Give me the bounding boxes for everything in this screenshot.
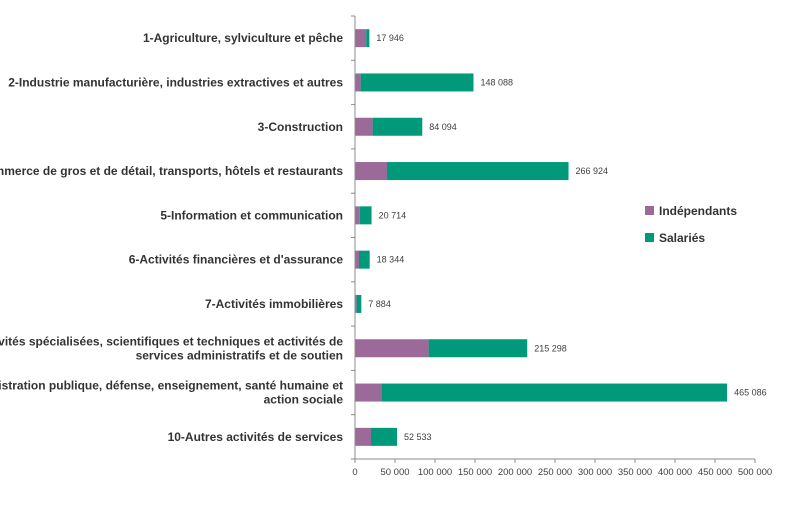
- bar-independants-3: [355, 117, 373, 136]
- x-tick-label: 250 000: [538, 467, 572, 478]
- x-tick-label: 100 000: [418, 467, 452, 478]
- x-tick-label: 150 000: [458, 467, 492, 478]
- x-tick-label: 300 000: [578, 467, 612, 478]
- x-tick-label: 0: [352, 467, 357, 478]
- category-label-8: 8-Activités spécialisées, scientifiques …: [0, 334, 343, 362]
- total-value-label-6: 18 344: [377, 255, 405, 265]
- legend-label-independants: Indépendants: [659, 204, 737, 218]
- legend-swatch-independants: [645, 206, 654, 215]
- total-value-labels: 17 946 148 088 84 094 266 924 20 714 18 344 7 …: [368, 33, 766, 442]
- bar-salaries-6: [359, 250, 370, 269]
- category-label-4: 4-Commerce de gros et de détail, transpo…: [0, 164, 343, 178]
- bar-salaries-3: [372, 117, 423, 136]
- total-value-label-7: 7 884: [368, 299, 391, 309]
- legend: Indépendants Salariés: [645, 204, 737, 245]
- legend-label-salaries: Salariés: [659, 231, 705, 245]
- bar-salaries-2: [360, 73, 474, 92]
- bar-salaries-7: [356, 294, 362, 313]
- x-tick-label: 400 000: [658, 467, 692, 478]
- bar-independants-7: [355, 294, 357, 313]
- category-label-2: 2-Industrie manufacturière, industries e…: [8, 75, 343, 89]
- category-label-3: 3-Construction: [258, 120, 343, 134]
- total-value-label-1: 17 946: [376, 33, 404, 43]
- total-value-label-4: 266 924: [576, 166, 609, 176]
- bar-salaries-8: [428, 339, 528, 358]
- total-value-label-2: 148 088: [480, 77, 513, 87]
- bar-salaries-1: [366, 29, 370, 48]
- x-tick-label: 200 000: [498, 467, 532, 478]
- bar-independants-6: [355, 250, 359, 269]
- legend-swatch-salaries: [645, 233, 654, 242]
- x-tick-label: 500 000: [738, 467, 772, 478]
- total-value-label-10: 52 533: [404, 432, 432, 442]
- bar-salaries-9: [381, 383, 728, 402]
- total-value-label-9: 465 086: [734, 388, 767, 398]
- x-tick-label: 50 000: [380, 467, 409, 478]
- axes: 0 50 000 100 000 150 000 200 000 250 000 300 0…: [351, 15, 772, 478]
- bar-independants-2: [355, 73, 361, 92]
- category-label-9: 9-Administration publique, défense, ense…: [0, 379, 343, 407]
- x-tick-label: 350 000: [618, 467, 652, 478]
- total-value-label-5: 20 714: [379, 210, 407, 220]
- category-label-7: 7-Activités immobilières: [205, 297, 343, 311]
- bar-salaries-4: [387, 162, 569, 181]
- bar-independants-10: [355, 427, 371, 446]
- bars-layer: [355, 29, 728, 446]
- x-tick-label: 450 000: [698, 467, 732, 478]
- category-label-6: 6-Activités financières et d'assurance: [129, 253, 344, 267]
- category-label-10: 10-Autres activités de services: [168, 430, 344, 444]
- bar-independants-5: [355, 206, 360, 225]
- bar-independants-9: [355, 383, 382, 402]
- category-label-1: 1-Agriculture, sylviculture et pêche: [143, 31, 343, 45]
- bar-independants-1: [355, 29, 367, 48]
- bar-independants-4: [355, 162, 387, 181]
- total-value-label-3: 84 094: [429, 122, 457, 132]
- bar-salaries-5: [359, 206, 372, 225]
- bar-salaries-10: [371, 427, 398, 446]
- bar-independants-8: [355, 339, 429, 358]
- total-value-label-8: 215 298: [534, 343, 567, 353]
- category-labels: 1-Agriculture, sylviculture et pêche 2-In…: [0, 31, 343, 444]
- category-label-5: 5-Information et communication: [160, 208, 343, 222]
